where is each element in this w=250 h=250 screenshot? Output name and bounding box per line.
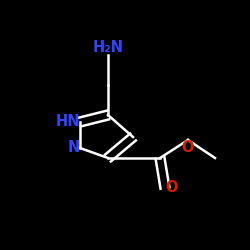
Text: H₂N: H₂N [92,40,124,55]
Text: N: N [68,140,80,156]
Text: HN: HN [56,114,80,130]
Text: O: O [165,180,177,196]
Text: O: O [182,140,194,155]
